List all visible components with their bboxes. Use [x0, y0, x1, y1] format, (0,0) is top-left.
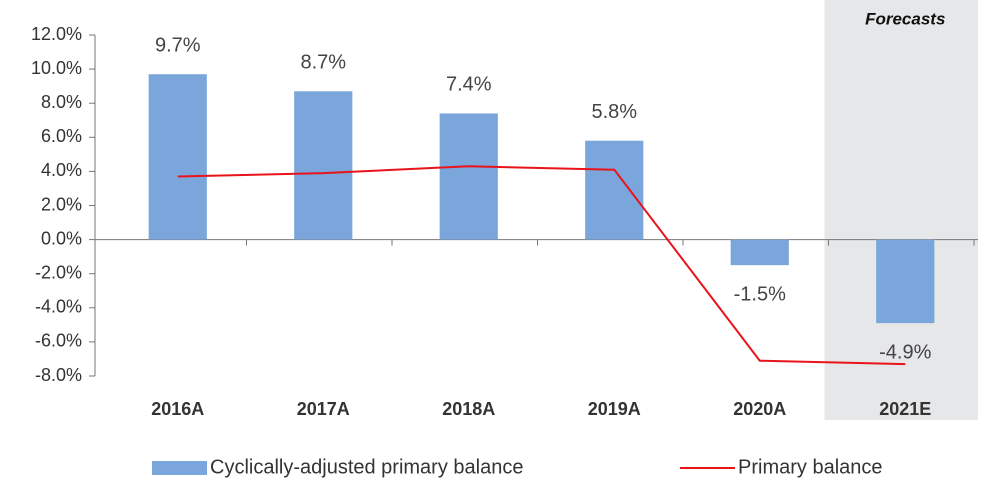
data-label: 8.7% — [300, 52, 346, 74]
x-tick-label: 2016A — [151, 399, 204, 419]
y-tick-label: -4.0% — [35, 297, 82, 317]
x-tick-label: 2017A — [297, 399, 350, 419]
y-tick-label: 10.0% — [31, 58, 82, 78]
legend-label: Cyclically-adjusted primary balance — [210, 456, 523, 478]
y-tick-label: 8.0% — [41, 92, 82, 112]
forecast-label: Forecasts — [865, 9, 945, 28]
x-tick-label: 2021E — [879, 399, 931, 419]
x-tick-label: 2020A — [733, 399, 786, 419]
y-tick-label: 4.0% — [41, 160, 82, 180]
data-label: 7.4% — [446, 74, 492, 96]
legend-swatch — [152, 461, 207, 475]
bar — [876, 239, 935, 324]
legend-label: Primary balance — [738, 456, 883, 478]
bar — [148, 74, 207, 240]
y-tick-label: 0.0% — [41, 228, 82, 248]
forecast-band — [824, 0, 978, 420]
y-tick-label: 2.0% — [41, 194, 82, 214]
data-label: -1.5% — [734, 283, 786, 305]
x-tick-label: 2019A — [588, 399, 641, 419]
x-tick-label: 2018A — [442, 399, 495, 419]
data-label: -4.9% — [879, 341, 931, 363]
bar — [730, 239, 789, 266]
y-tick-label: -2.0% — [35, 262, 82, 282]
line — [177, 165, 906, 366]
y-tick-label: -6.0% — [35, 331, 82, 351]
y-tick-label: -8.0% — [35, 365, 82, 385]
bar — [585, 140, 644, 240]
bar — [439, 113, 498, 240]
y-tick-label: 6.0% — [41, 126, 82, 146]
data-label: 5.8% — [591, 101, 637, 123]
bar — [294, 91, 353, 240]
data-label: 9.7% — [155, 34, 201, 56]
y-tick-label: 12.0% — [31, 24, 82, 44]
